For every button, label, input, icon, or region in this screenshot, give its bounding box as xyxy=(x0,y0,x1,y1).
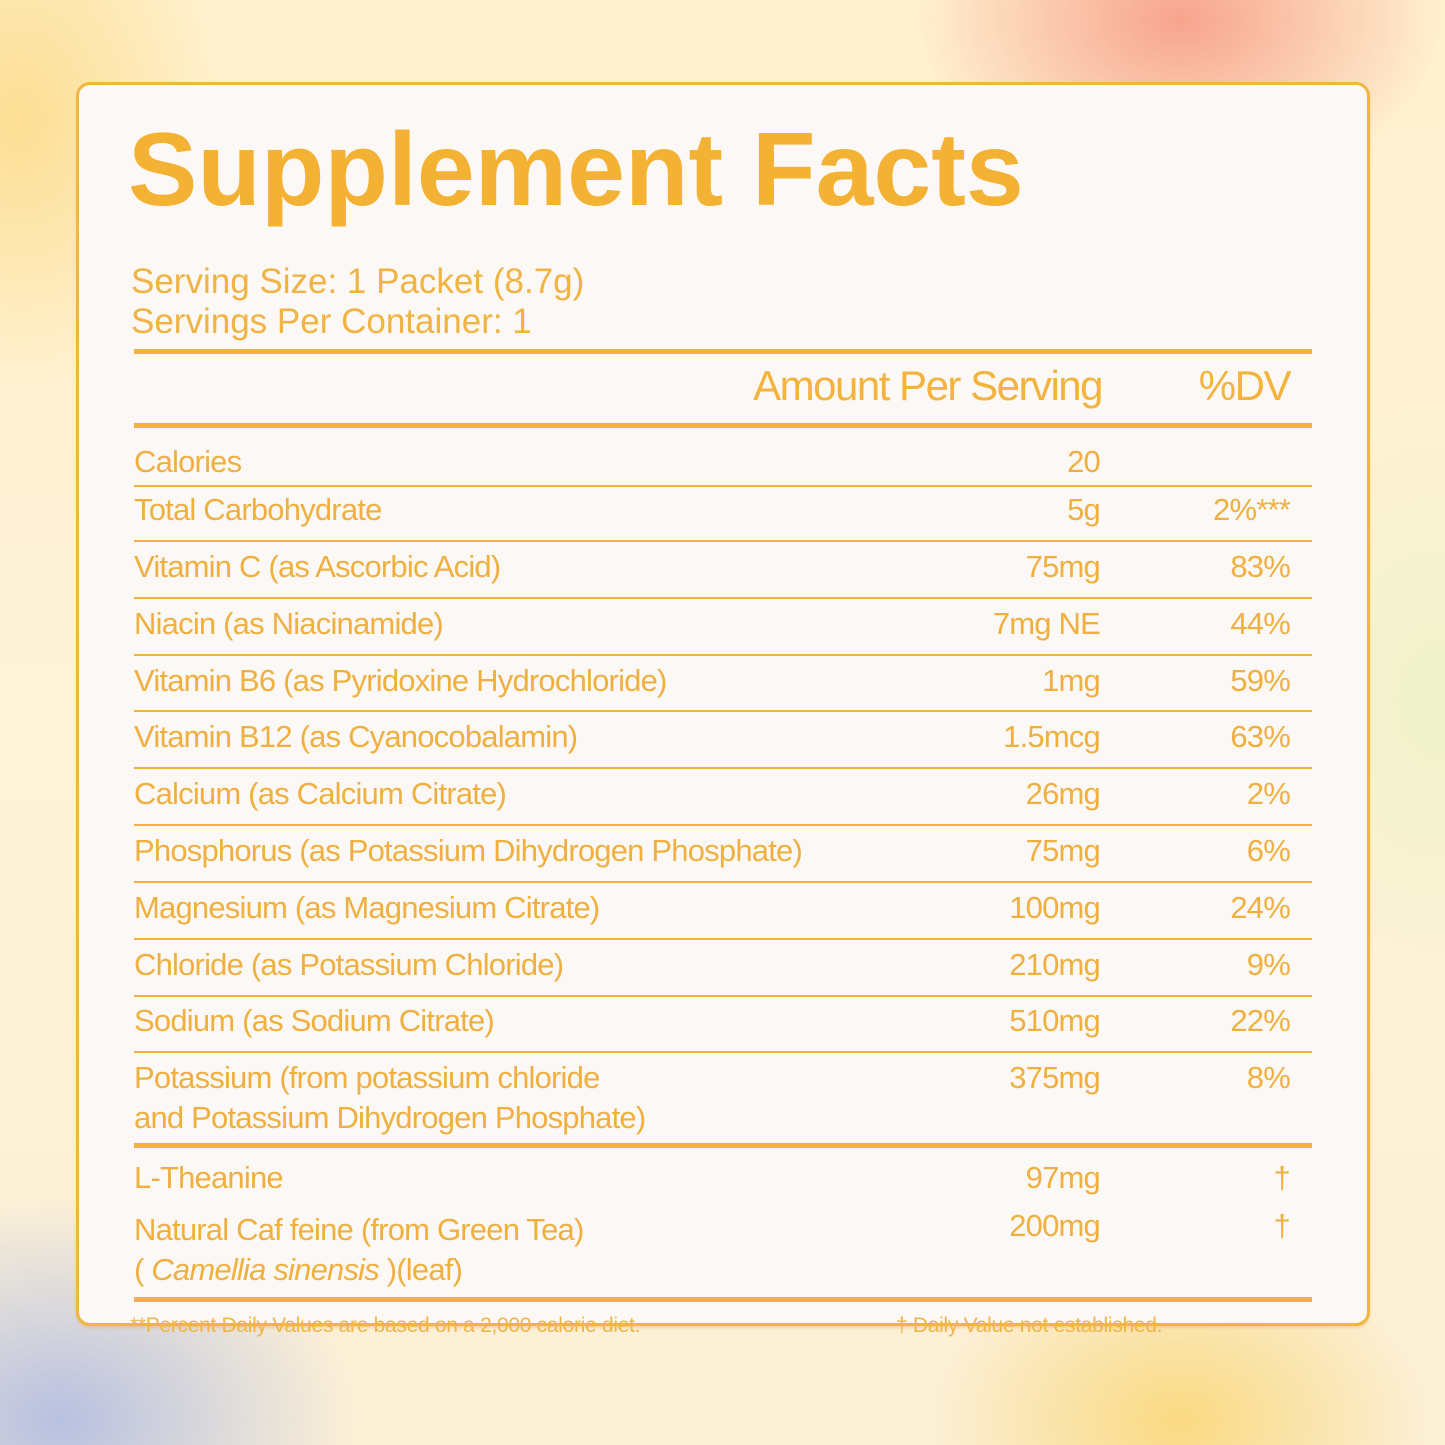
header-bottom-rule xyxy=(134,423,1312,428)
nutrient-dv: 6% xyxy=(1246,833,1291,868)
nutrient-amount: 5g xyxy=(1067,492,1101,527)
nutrient-amount: 1mg xyxy=(1042,663,1101,698)
row-divider xyxy=(134,540,1312,542)
nutrient-name: Phosphorus (as Potassium Dihydrogen Phos… xyxy=(134,833,803,868)
serving-size: Serving Size: 1 Packet (8.7g) xyxy=(131,262,585,301)
nutrient-name: Magnesium (as Magnesium Citrate) xyxy=(134,890,600,925)
servings-per-container: Servings Per Container: 1 xyxy=(131,302,532,341)
ingredient-amount: 97mg xyxy=(1025,1160,1101,1195)
nutrient-name: Total Carbohydrate xyxy=(134,492,382,527)
latin-name: Camellia sinensis xyxy=(151,1252,379,1287)
dagger-icon: † xyxy=(1273,1208,1291,1243)
nutrient-amount: 100mg xyxy=(1009,890,1101,925)
column-header-dv: %DV xyxy=(1198,362,1292,409)
nutrient-dv: 2%*** xyxy=(1213,492,1291,527)
ingredient-name: Natural Caf feine (from Green Tea) ( Cam… xyxy=(134,1212,584,1287)
nutrient-dv: 44% xyxy=(1230,606,1290,641)
section-rule xyxy=(134,1143,1312,1148)
row-divider xyxy=(134,995,1312,997)
row-divider xyxy=(134,881,1312,883)
nutrient-dv: 8% xyxy=(1246,1060,1291,1095)
row-divider xyxy=(134,1051,1312,1053)
nutrient-dv: 83% xyxy=(1230,549,1290,584)
footnote-daily-values: **Percent Daily Values are based on a 2,… xyxy=(130,1314,641,1337)
dagger-icon: † xyxy=(1273,1160,1291,1195)
row-divider xyxy=(134,938,1312,940)
nutrient-name: Calcium (as Calcium Citrate) xyxy=(134,776,507,811)
row-divider xyxy=(134,710,1312,712)
row-divider xyxy=(134,824,1312,826)
nutrient-amount: 75mg xyxy=(1025,833,1101,868)
nutrient-amount: 7mg NE xyxy=(992,606,1101,641)
nutrient-dv: 9% xyxy=(1246,947,1291,982)
nutrient-dv: 59% xyxy=(1230,663,1290,698)
row-divider xyxy=(134,597,1312,599)
row-divider xyxy=(134,767,1312,769)
nutrient-amount: 20 xyxy=(1067,444,1101,479)
nutrient-dv: 2% xyxy=(1246,776,1291,811)
nutrient-dv: 24% xyxy=(1230,890,1290,925)
nutrient-amount: 26mg xyxy=(1025,776,1101,811)
ingredient-name: L-Theanine xyxy=(134,1160,284,1195)
nutrient-amount: 375mg xyxy=(1009,1060,1101,1095)
serving-info: Serving Size: 1 Packet (8.7g) Servings P… xyxy=(131,262,584,342)
nutrient-name: Vitamin C (as Ascorbic Acid) xyxy=(134,549,501,584)
row-divider xyxy=(134,485,1312,487)
nutrient-name: Chloride (as Potassium Chloride) xyxy=(134,947,564,982)
nutrient-dv: 63% xyxy=(1230,719,1290,754)
nutrient-amount: 210mg xyxy=(1009,947,1101,982)
nutrient-name: Sodium (as Sodium Citrate) xyxy=(134,1003,495,1038)
footer-rule xyxy=(134,1297,1312,1302)
column-header-amount: Amount Per Serving xyxy=(753,362,1103,409)
nutrient-name: Niacin (as Niacinamide) xyxy=(134,606,444,641)
nutrient-name: Vitamin B6 (as Pyridoxine Hydrochloride) xyxy=(134,663,667,698)
supplement-facts-panel xyxy=(76,82,1370,1326)
footnote-not-established: † Daily Value not established. xyxy=(896,1314,1163,1337)
nutrient-name: Calories xyxy=(134,444,242,479)
nutrient-name: Potassium (from potassium chloride and P… xyxy=(134,1060,646,1135)
ingredient-amount: 200mg xyxy=(1009,1208,1101,1243)
nutrient-dv: 22% xyxy=(1230,1003,1290,1038)
header-top-rule xyxy=(134,349,1312,354)
nutrient-amount: 75mg xyxy=(1025,549,1101,584)
row-divider xyxy=(134,654,1312,656)
page-title: Supplement Facts xyxy=(128,112,1024,228)
nutrient-amount: 510mg xyxy=(1009,1003,1101,1038)
nutrient-amount: 1.5mcg xyxy=(1003,719,1101,754)
nutrient-name: Vitamin B12 (as Cyanocobalamin) xyxy=(134,719,578,754)
